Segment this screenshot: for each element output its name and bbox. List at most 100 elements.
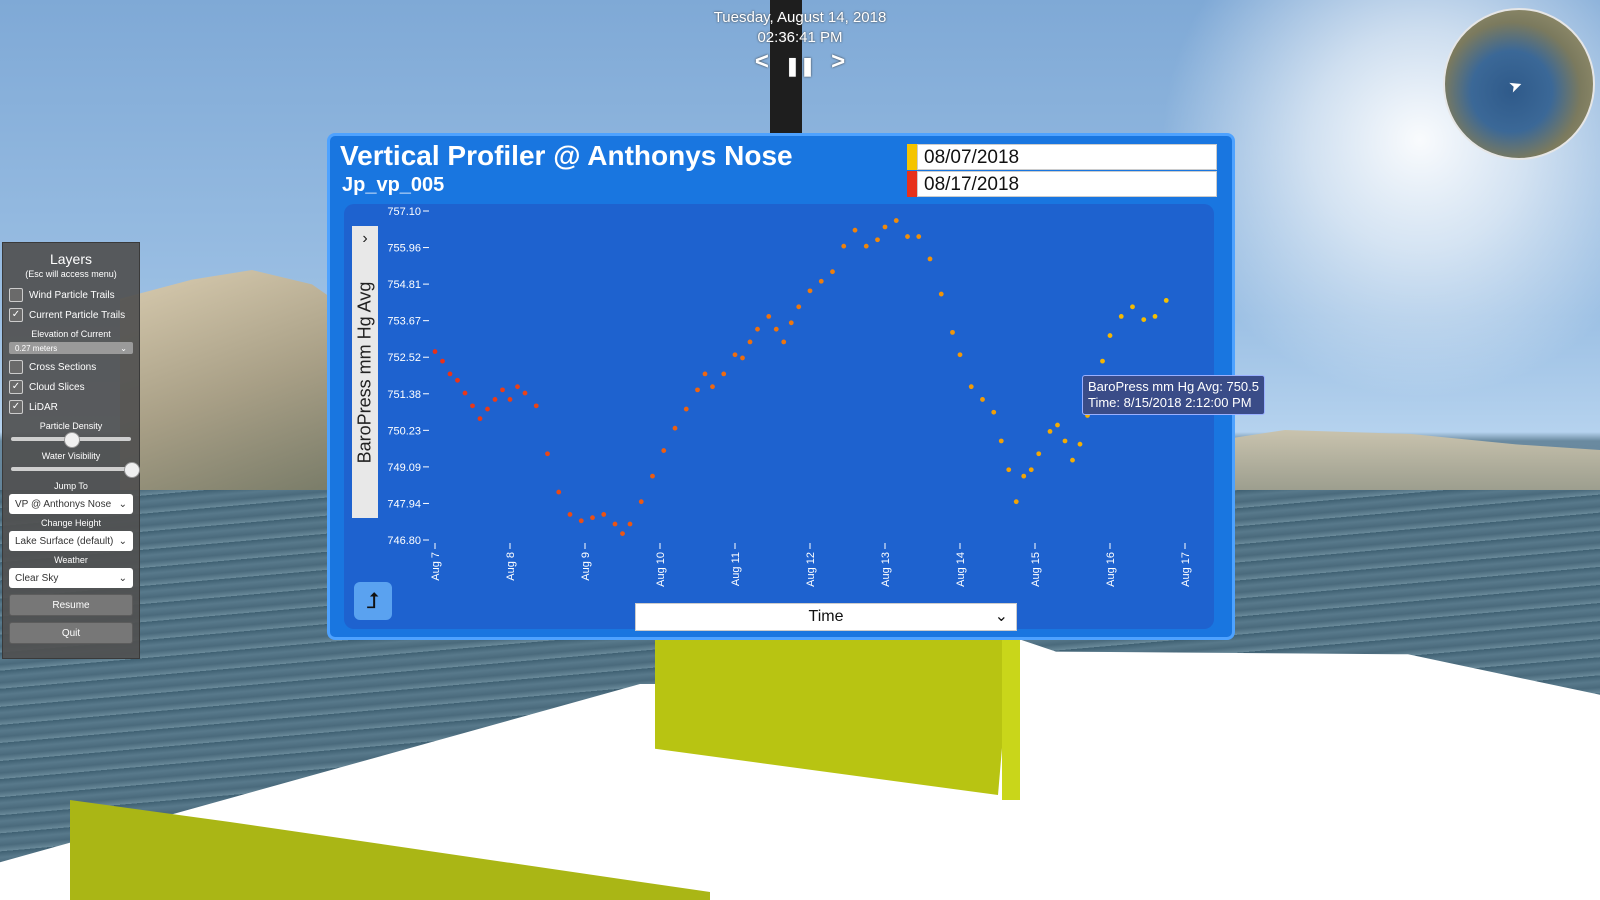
particle-density-slider[interactable] xyxy=(11,432,131,448)
prev-time-button[interactable]: < xyxy=(754,48,769,75)
data-point[interactable] xyxy=(766,314,772,319)
data-point[interactable] xyxy=(882,224,888,230)
data-point[interactable] xyxy=(1036,451,1042,457)
data-point[interactable] xyxy=(545,451,550,457)
data-point[interactable] xyxy=(620,531,625,537)
data-point[interactable] xyxy=(1062,438,1068,444)
data-point[interactable] xyxy=(447,371,453,377)
lidar-toggle[interactable]: ✓ LiDAR xyxy=(3,397,139,417)
data-point[interactable] xyxy=(702,371,708,377)
quit-button[interactable]: Quit xyxy=(9,622,133,644)
data-point[interactable] xyxy=(781,339,787,345)
end-date-input[interactable]: 08/17/2018 xyxy=(917,171,1217,197)
water-visibility-slider[interactable] xyxy=(11,462,140,478)
data-point[interactable] xyxy=(440,358,445,364)
data-point[interactable] xyxy=(492,397,498,402)
data-point[interactable] xyxy=(747,339,753,345)
data-point[interactable] xyxy=(1021,473,1027,479)
checkbox-unchecked-icon[interactable] xyxy=(9,288,23,302)
jump-to-select[interactable]: VP @ Anthonys Nose ⌄ xyxy=(9,494,133,514)
slider-knob[interactable] xyxy=(124,462,140,478)
data-point[interactable] xyxy=(1070,457,1075,463)
data-point[interactable] xyxy=(462,390,468,396)
data-point[interactable] xyxy=(590,515,595,521)
data-point[interactable] xyxy=(721,371,727,377)
data-point[interactable] xyxy=(1141,317,1147,323)
checkbox-checked-icon[interactable]: ✓ xyxy=(9,308,23,322)
minimap-icon[interactable]: ➤ xyxy=(1443,8,1595,160)
data-point[interactable] xyxy=(432,349,438,354)
data-point[interactable] xyxy=(683,406,689,412)
data-point[interactable] xyxy=(710,384,715,390)
data-point[interactable] xyxy=(1006,467,1012,473)
data-point[interactable] xyxy=(916,234,922,239)
data-point[interactable] xyxy=(1163,298,1169,303)
elevation-select[interactable]: 0.27 meters ⌄ xyxy=(9,342,133,354)
x-axis-select[interactable]: Time ⌄ xyxy=(635,603,1017,631)
data-point[interactable] xyxy=(661,448,667,453)
data-point[interactable] xyxy=(695,387,700,393)
data-point[interactable] xyxy=(485,406,490,412)
wind-particle-trails-toggle[interactable]: Wind Particle Trails xyxy=(3,285,139,305)
next-time-button[interactable]: > xyxy=(831,48,846,75)
data-point[interactable] xyxy=(522,390,528,396)
data-point[interactable] xyxy=(875,237,880,243)
data-point[interactable] xyxy=(740,355,745,361)
data-point[interactable] xyxy=(893,218,899,223)
data-point[interactable] xyxy=(1077,441,1083,447)
data-point[interactable] xyxy=(1130,304,1135,310)
chevron-right-icon[interactable]: › xyxy=(362,230,368,247)
data-point[interactable] xyxy=(455,377,460,383)
data-point[interactable] xyxy=(1100,358,1105,364)
data-point[interactable] xyxy=(755,326,760,332)
data-point[interactable] xyxy=(650,473,655,479)
data-point[interactable] xyxy=(470,403,475,409)
data-point[interactable] xyxy=(905,234,910,239)
data-point[interactable] xyxy=(507,397,513,402)
data-point[interactable] xyxy=(556,489,562,495)
weather-select[interactable]: Clear Sky ⌄ xyxy=(9,568,133,588)
checkbox-unchecked-icon[interactable] xyxy=(9,360,23,374)
data-point[interactable] xyxy=(1013,499,1019,505)
data-point[interactable] xyxy=(968,384,974,390)
data-point[interactable] xyxy=(796,304,802,310)
data-point[interactable] xyxy=(863,243,869,249)
data-point[interactable] xyxy=(638,499,644,505)
data-point[interactable] xyxy=(567,512,573,517)
data-point[interactable] xyxy=(938,291,944,297)
data-point[interactable] xyxy=(1118,314,1124,319)
data-point[interactable] xyxy=(957,352,963,358)
data-point[interactable] xyxy=(1152,314,1158,319)
cross-sections-toggle[interactable]: Cross Sections xyxy=(3,357,139,377)
y-axis-title-box[interactable]: › BaroPress mm Hg Avg xyxy=(352,226,378,518)
data-point[interactable] xyxy=(788,320,794,326)
data-point[interactable] xyxy=(991,409,997,415)
pause-button[interactable]: ❚❚ xyxy=(784,56,816,76)
data-point[interactable] xyxy=(1028,467,1034,473)
data-point[interactable] xyxy=(818,278,824,284)
current-particle-trails-toggle[interactable]: ✓ Current Particle Trails xyxy=(3,305,139,325)
corner-arrow-icon[interactable]: ⮥ xyxy=(354,582,392,620)
data-point[interactable] xyxy=(950,329,955,335)
data-point[interactable] xyxy=(852,227,858,233)
data-point[interactable] xyxy=(672,425,678,431)
data-point[interactable] xyxy=(627,521,633,527)
data-point[interactable] xyxy=(533,403,539,409)
data-point[interactable] xyxy=(830,269,835,275)
checkbox-checked-icon[interactable]: ✓ xyxy=(9,380,23,394)
data-point[interactable] xyxy=(578,518,584,524)
data-point[interactable] xyxy=(998,438,1004,444)
data-point[interactable] xyxy=(477,416,483,422)
data-point[interactable] xyxy=(1107,333,1113,338)
data-point[interactable] xyxy=(807,288,813,294)
data-point[interactable] xyxy=(732,352,738,358)
resume-button[interactable]: Resume xyxy=(9,594,133,616)
data-point[interactable] xyxy=(500,387,505,393)
change-height-select[interactable]: Lake Surface (default) ⌄ xyxy=(9,531,133,551)
cloud-slices-toggle[interactable]: ✓ Cloud Slices xyxy=(3,377,139,397)
data-point[interactable] xyxy=(927,256,933,262)
data-point[interactable] xyxy=(841,243,847,249)
slider-knob[interactable] xyxy=(64,432,80,448)
checkbox-checked-icon[interactable]: ✓ xyxy=(9,400,23,414)
data-point[interactable] xyxy=(980,397,985,402)
